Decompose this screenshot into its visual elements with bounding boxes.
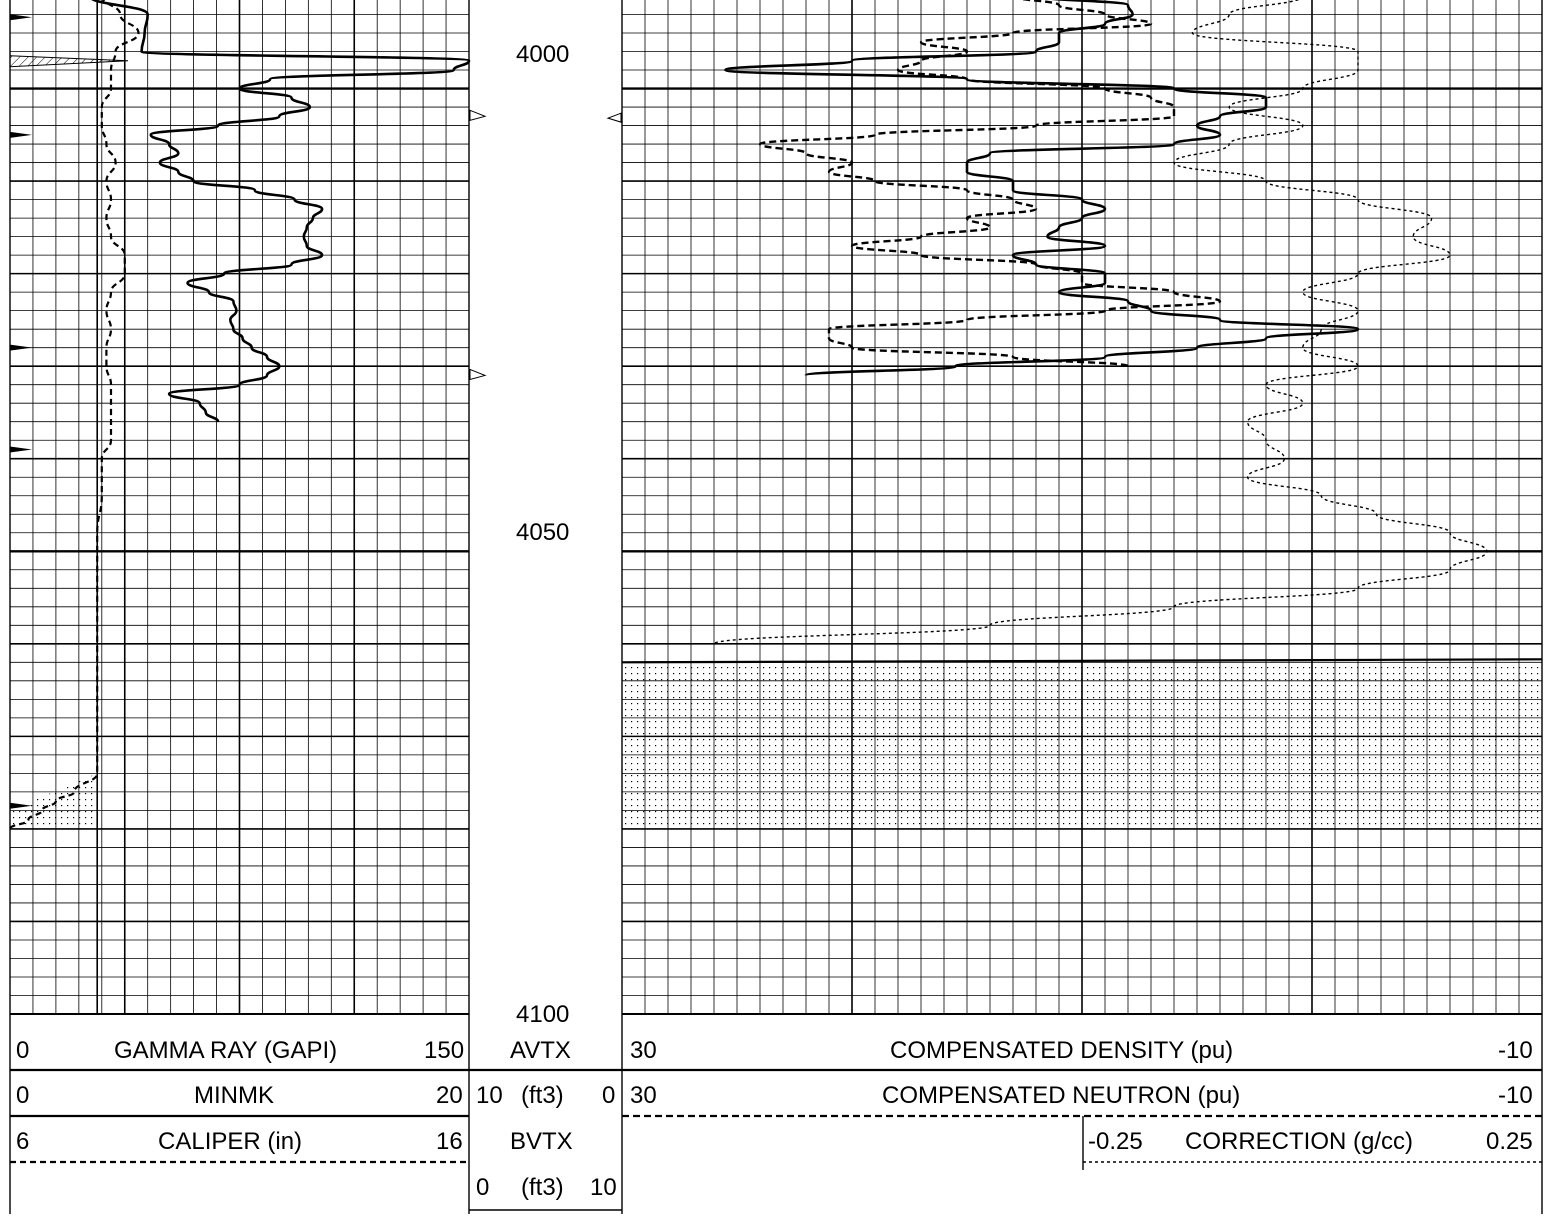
- feature-flag: [10, 344, 32, 351]
- feature-flag: [10, 446, 32, 453]
- neutron-name: COMPENSATED NEUTRON (pu): [882, 1082, 1241, 1109]
- track3-fill-top-line: [621, 658, 1543, 664]
- depth-flag-marker: [606, 112, 622, 123]
- neutron-scale-min: 30: [630, 1082, 657, 1109]
- gamma-ray-curve: [91, 0, 471, 423]
- caliper-scale-max: 16: [436, 1128, 463, 1155]
- avtx-unit: (ft3): [521, 1082, 564, 1109]
- bvtx-scale-min: 0: [476, 1174, 490, 1201]
- density-curve: [724, 0, 1360, 377]
- correction-scale-max: 0.25: [1486, 1128, 1533, 1155]
- correction-scale-min: -0.25: [1088, 1128, 1143, 1155]
- avtx-name: AVTX: [510, 1037, 571, 1064]
- minmk-scale-min: 0: [16, 1082, 30, 1109]
- minmk-scale-max: 20: [436, 1082, 463, 1109]
- caliper-bottom-fill: [10, 773, 98, 829]
- depth-label-4000: 4000: [516, 41, 570, 68]
- density-scale-max: -10: [1498, 1037, 1533, 1064]
- avtx-scale-max: 0: [602, 1082, 616, 1109]
- avtx-scale-min: 10: [476, 1082, 503, 1109]
- gamma-ray-name: GAMMA RAY (GAPI): [114, 1037, 338, 1064]
- track3-dotted-fill-zone: [622, 662, 1542, 829]
- caliper-name: CALIPER (in): [158, 1128, 303, 1155]
- density-scale-min: 30: [630, 1037, 657, 1064]
- gamma-ray-scale-min: 0: [16, 1037, 30, 1064]
- caliper-scale-min: 6: [16, 1128, 30, 1155]
- depth-label-4050: 4050: [516, 519, 570, 546]
- minmk-name: MINMK: [194, 1082, 274, 1109]
- feature-flag: [10, 131, 32, 138]
- depth-flag-marker: [469, 109, 487, 121]
- neutron-scale-max: -10: [1498, 1082, 1533, 1109]
- bvtx-name: BVTX: [510, 1128, 573, 1155]
- depth-flag-marker: [469, 368, 487, 381]
- feature-flag: [10, 802, 32, 809]
- bvtx-unit: (ft3): [521, 1174, 564, 1201]
- depth-label-4100: 4100: [516, 1001, 570, 1028]
- neutron-curve: [758, 0, 1222, 368]
- caliper-curve: [8, 0, 140, 830]
- gamma-ray-scale-max: 150: [424, 1037, 465, 1064]
- density-name: COMPENSATED DENSITY (pu): [890, 1037, 1234, 1064]
- correction-curve: [713, 0, 1488, 645]
- hatched-feature: [9, 55, 129, 68]
- bvtx-scale-max: 10: [590, 1174, 617, 1201]
- feature-flag: [10, 14, 32, 21]
- correction-name: CORRECTION (g/cc): [1185, 1128, 1413, 1155]
